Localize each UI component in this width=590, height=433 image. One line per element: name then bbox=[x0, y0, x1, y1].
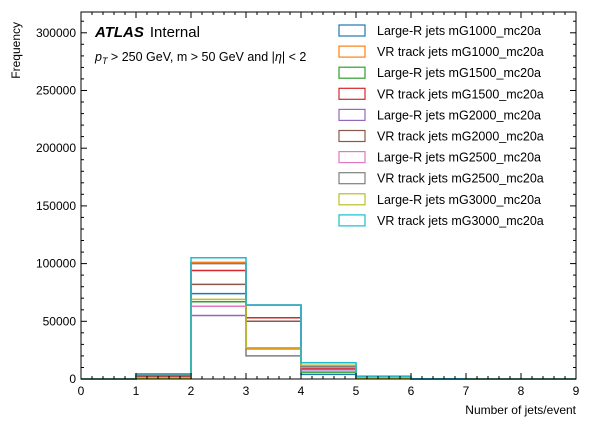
legend-entry-8: Large-R jets mG3000_mc20a bbox=[377, 193, 541, 207]
y-tick-label: 50000 bbox=[43, 314, 77, 328]
x-tick-label: 6 bbox=[408, 384, 415, 398]
cuts-pt-rest: > 250 GeV, m > 50 GeV and | bbox=[107, 50, 274, 64]
x-tick-label: 3 bbox=[243, 384, 250, 398]
x-tick-label: 7 bbox=[463, 384, 470, 398]
x-tick-label: 2 bbox=[188, 384, 195, 398]
legend-swatch-4 bbox=[338, 108, 366, 122]
ticks-layer bbox=[80, 12, 577, 380]
legend-swatch-7 bbox=[338, 172, 366, 185]
legend-entry-2: Large-R jets mG1500_mc20a bbox=[377, 66, 541, 80]
x-tick-label: 0 bbox=[78, 384, 85, 398]
y-tick-label: 100000 bbox=[36, 257, 76, 271]
atlas-label-bold: ATLAS bbox=[94, 24, 144, 41]
legend-entry-9: VR track jets mG3000_mc20a bbox=[377, 214, 544, 228]
legend-entry-4: Large-R jets mG2000_mc20a bbox=[377, 108, 541, 122]
y-tick-label: 300000 bbox=[36, 26, 76, 40]
cuts-eta: η bbox=[275, 50, 282, 64]
legend-swatch-5 bbox=[338, 129, 366, 143]
legend-swatch-0 bbox=[338, 24, 366, 37]
plot-frame bbox=[80, 11, 577, 380]
legend-entry-3: VR track jets mG1500_mc20a bbox=[377, 87, 544, 101]
x-tick-label: 1 bbox=[133, 384, 140, 398]
legend: Large-R jets mG1000_mc20a VR track jets m… bbox=[338, 24, 544, 228]
x-tick-label: 5 bbox=[353, 384, 360, 398]
y-tick-label: 200000 bbox=[36, 141, 76, 155]
cuts-eta-rest: | < 2 bbox=[282, 50, 306, 64]
y-tick-label: 0 bbox=[69, 372, 76, 386]
tick-labels: 0 1 2 3 4 5 6 7 8 9 0 50000 100000 150000 200000 250000… bbox=[36, 26, 580, 398]
legend-entry-0: Large-R jets mG1000_mc20a bbox=[377, 24, 541, 38]
x-tick-label: 8 bbox=[518, 384, 525, 398]
atlas-label-internal: Internal bbox=[150, 24, 200, 41]
cuts-pt-sub: T bbox=[102, 56, 109, 66]
x-tick-label: 4 bbox=[298, 384, 305, 398]
legend-entry-7: VR track jets mG2500_mc20a bbox=[377, 172, 544, 186]
y-tick-label: 150000 bbox=[36, 199, 76, 213]
legend-swatch-6 bbox=[338, 151, 366, 164]
atlas-label: ATLAS Internal bbox=[94, 24, 200, 41]
legend-swatch-3 bbox=[338, 87, 366, 100]
legend-entry-6: Large-R jets mG2500_mc20a bbox=[377, 151, 541, 165]
y-tick-label: 250000 bbox=[36, 84, 76, 98]
x-axis-label: Number of jets/event bbox=[465, 403, 576, 417]
legend-entry-1: VR track jets mG1000_mc20a bbox=[377, 45, 544, 59]
y-axis-label: Frequency bbox=[9, 22, 23, 79]
legend-swatch-8 bbox=[338, 193, 366, 206]
legend-swatch-2 bbox=[338, 66, 366, 79]
legend-entry-5: VR track jets mG2000_mc20a bbox=[377, 130, 544, 144]
legend-swatch-9 bbox=[338, 214, 366, 227]
cuts-pt-symbol: p bbox=[94, 50, 102, 64]
x-tick-label: 9 bbox=[573, 384, 580, 398]
cuts-label: pT > 250 GeV, m > 50 GeV and |η| < 2 bbox=[94, 50, 306, 66]
legend-swatch-1 bbox=[338, 45, 366, 58]
